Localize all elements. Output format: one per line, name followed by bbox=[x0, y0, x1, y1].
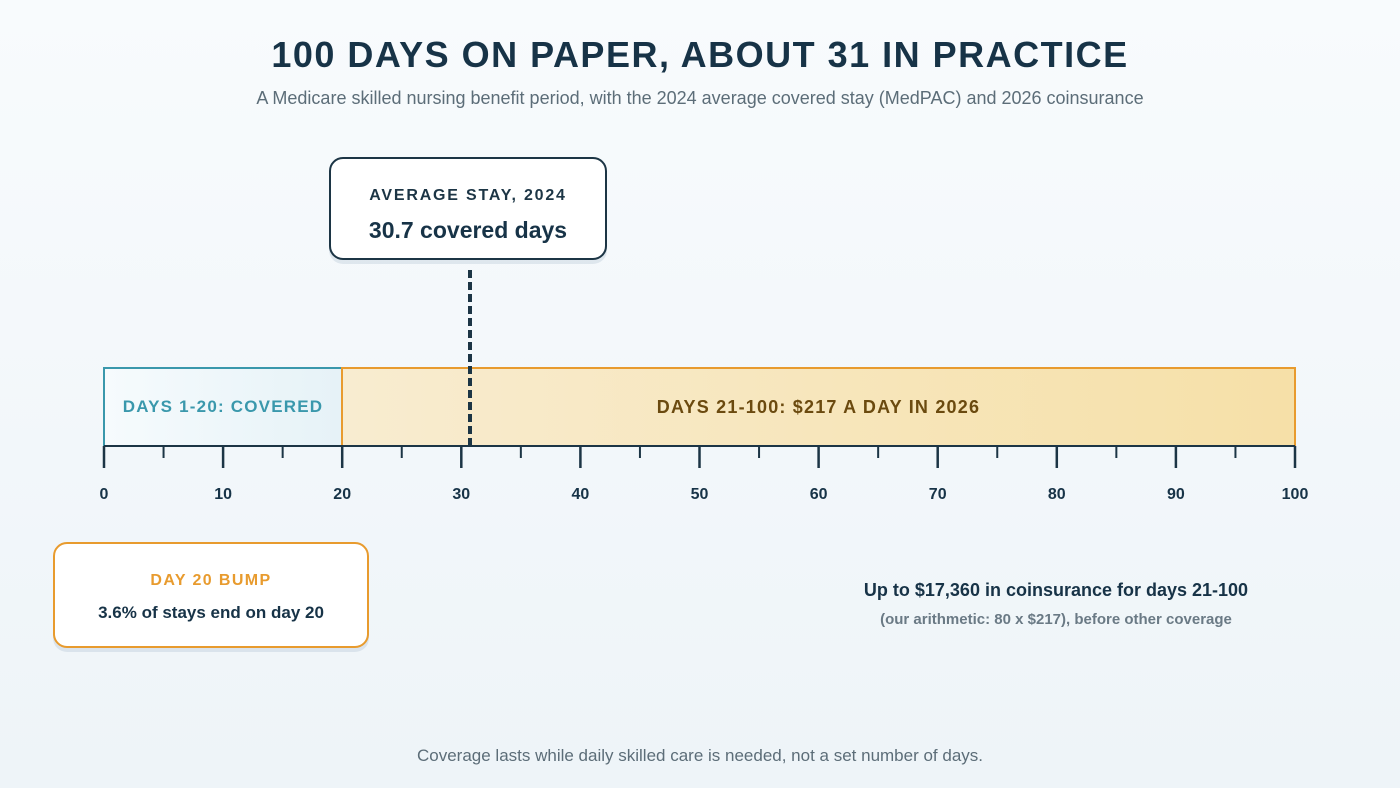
axis-tick-label: 10 bbox=[214, 486, 232, 503]
average-stay-callout: AVERAGE STAY, 2024 30.7 covered days bbox=[329, 157, 607, 260]
axis-tick-label: 100 bbox=[1282, 486, 1309, 503]
average-stay-marker-line bbox=[468, 270, 472, 446]
coinsurance-days-label: DAYS 21-100: $217 A DAY IN 2026 bbox=[656, 396, 981, 417]
axis-tick-label: 70 bbox=[929, 486, 947, 503]
day-20-bump-label: DAY 20 BUMP bbox=[150, 572, 272, 589]
axis-tick-label: 50 bbox=[691, 486, 709, 503]
coinsurance-note: (our arithmetic: 80 x $217), before othe… bbox=[880, 611, 1232, 628]
day-20-bump-value: 3.6% of stays end on day 20 bbox=[98, 603, 324, 622]
average-stay-label: AVERAGE STAY, 2024 bbox=[369, 187, 567, 204]
axis-tick-label: 0 bbox=[100, 486, 109, 503]
axis-tick-label: 40 bbox=[572, 486, 590, 503]
axis-tick-label: 30 bbox=[452, 486, 470, 503]
page-title: 100 DAYS ON PAPER, ABOUT 31 IN PRACTICE bbox=[271, 34, 1129, 75]
page-subtitle: A Medicare skilled nursing benefit perio… bbox=[256, 88, 1144, 108]
axis-tick-label: 90 bbox=[1167, 486, 1185, 503]
axis-tick-label: 20 bbox=[333, 486, 351, 503]
coinsurance-total: Up to $17,360 in coinsurance for days 21… bbox=[863, 580, 1249, 600]
footer-note: Coverage lasts while daily skilled care … bbox=[416, 746, 984, 765]
day-20-bump-callout: DAY 20 BUMP 3.6% of stays end on day 20 bbox=[53, 542, 369, 648]
axis-tick-label: 60 bbox=[810, 486, 828, 503]
axis-tick-label: 80 bbox=[1048, 486, 1066, 503]
coinsurance-days-segment: DAYS 21-100: $217 A DAY IN 2026 bbox=[341, 367, 1296, 447]
covered-days-label: DAYS 1-20: COVERED bbox=[122, 397, 324, 416]
average-stay-value: 30.7 covered days bbox=[368, 217, 568, 243]
